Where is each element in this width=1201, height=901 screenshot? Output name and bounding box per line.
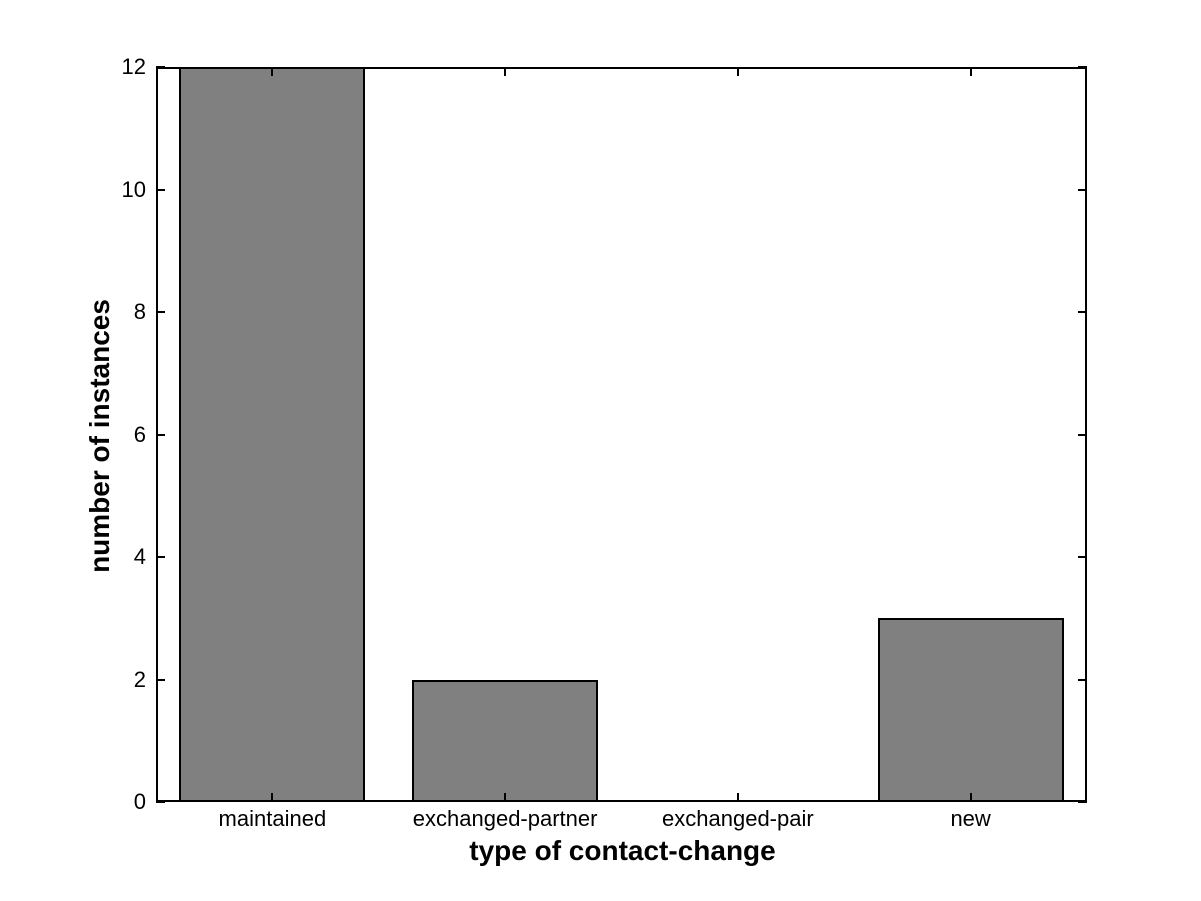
y-tick-label: 8 (133, 299, 146, 324)
x-tick-mark-bottom (736, 793, 739, 802)
y-tick-mark-left (156, 801, 165, 803)
x-tick-mark-top (504, 67, 507, 76)
y-tick-label: 2 (133, 666, 146, 692)
x-tick-label-new: new (950, 806, 991, 831)
x-tick-mark-top (969, 67, 972, 76)
x-tick-mark-bottom (504, 793, 507, 802)
y-tick-mark-left (156, 311, 165, 313)
x-tick-mark-top (736, 67, 739, 76)
x-tick-mark-bottom (969, 793, 972, 802)
x-tick-label-exchanged-partner: exchanged-partner (412, 806, 598, 831)
y-tick-label: 6 (133, 421, 146, 447)
bar-exchanged-partner (412, 679, 599, 802)
y-tick-mark-left (156, 433, 165, 436)
y-tick-mark-right (1078, 556, 1087, 558)
y-tick-mark-left (156, 678, 165, 681)
y-tick-label: 12 (121, 54, 146, 79)
plot-area (156, 66, 1087, 803)
y-tick-mark-right (1078, 678, 1087, 681)
y-tick-mark-left (156, 556, 165, 558)
bar-maintained (179, 67, 366, 802)
y-tick-label: 0 (133, 789, 146, 814)
y-tick-mark-right (1078, 311, 1087, 313)
x-tick-mark-top (271, 67, 274, 76)
y-tick-mark-right (1078, 801, 1087, 803)
x-axis-label: type of contact-change (469, 835, 776, 866)
y-tick-mark-right (1078, 66, 1087, 68)
bar-new (877, 618, 1064, 802)
y-tick-mark-right (1078, 433, 1087, 436)
y-tick-mark-left (156, 66, 165, 68)
y-tick-label: 4 (133, 544, 146, 569)
x-tick-label-maintained: maintained (218, 806, 327, 831)
x-tick-mark-bottom (271, 793, 274, 802)
y-tick-mark-left (156, 188, 165, 191)
y-tick-label: 10 (121, 176, 146, 202)
y-tick-mark-right (1078, 188, 1087, 191)
x-tick-label-exchanged-pair: exchanged-pair (662, 806, 814, 831)
